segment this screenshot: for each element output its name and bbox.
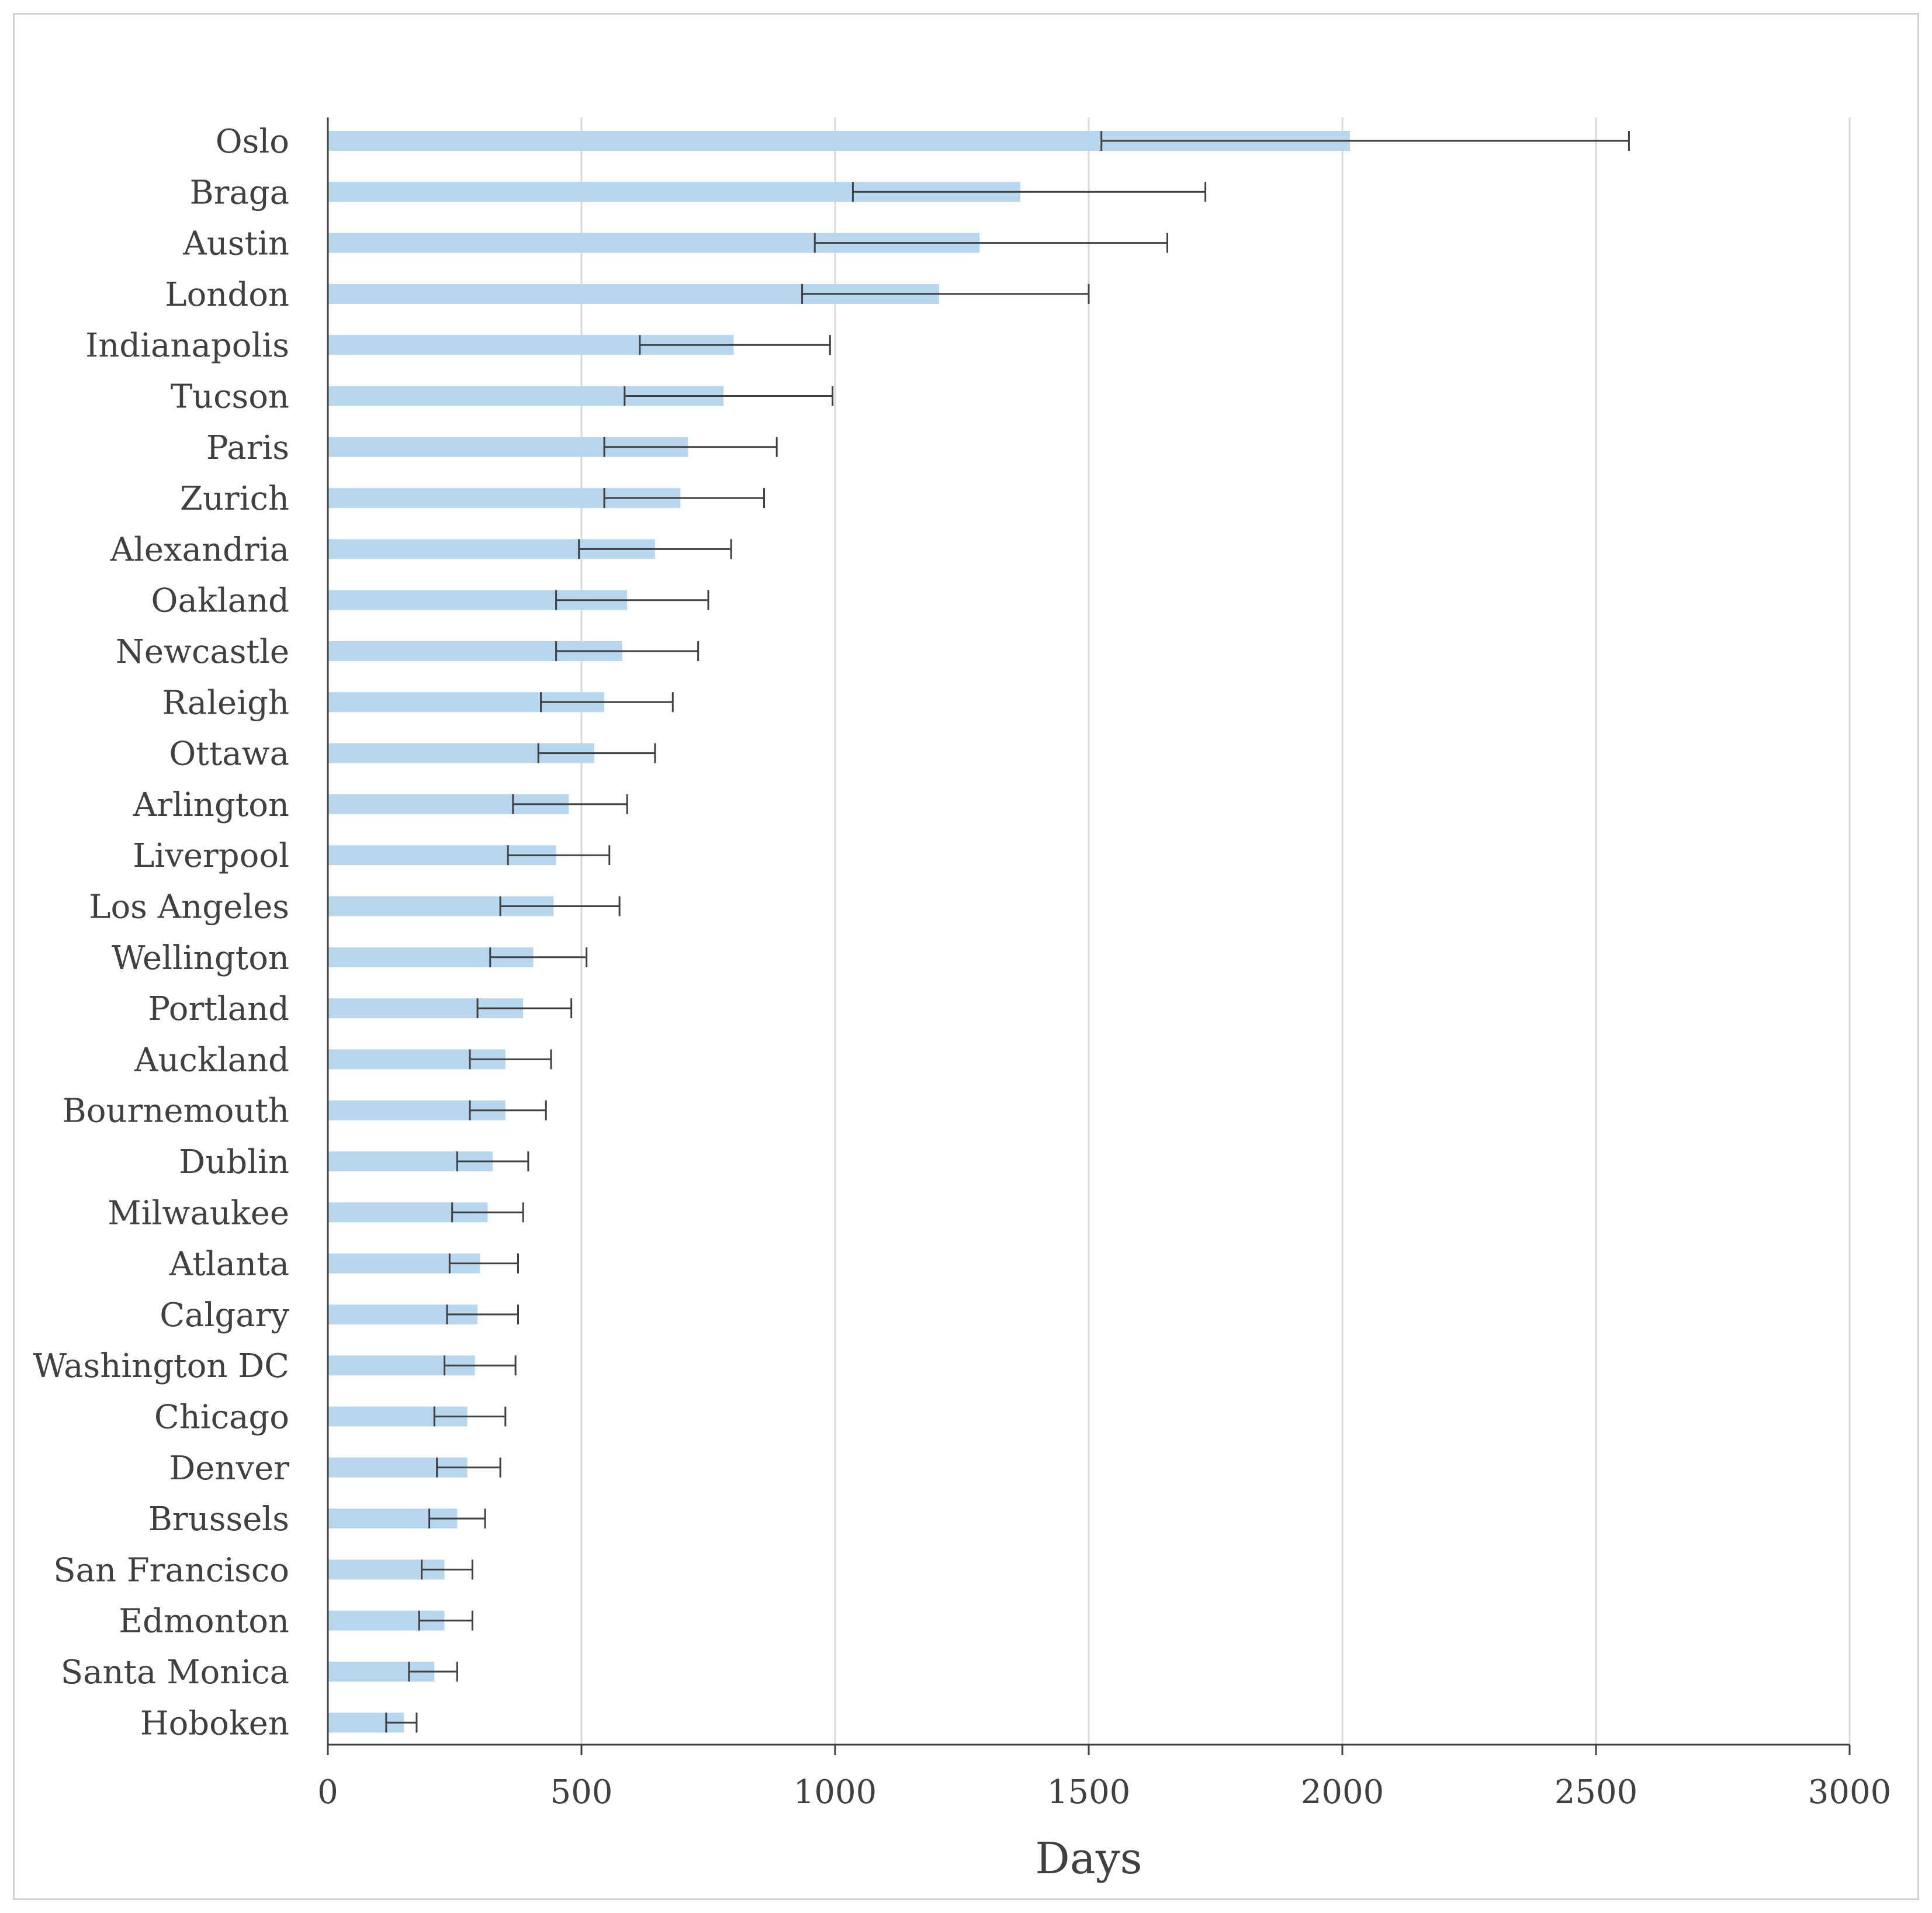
error-bar-san-francisco (421, 1559, 473, 1580)
category-label-oslo: Oslo (216, 123, 289, 161)
error-bar-auckland (469, 1049, 552, 1070)
category-label-wellington: Wellington (112, 939, 289, 977)
error-bar-hoboken (385, 1713, 418, 1733)
error-bar-chicago (433, 1406, 507, 1427)
labels: 0 500 1000 1500 2000 2500 3000 Oslo Braga Austin L… (33, 123, 1891, 1811)
x-axis-title: Days (1035, 1834, 1142, 1884)
bar-chart: 0 500 1000 1500 2000 2500 3000 Oslo Braga Austin L… (33, 117, 1891, 1884)
category-label-braga: Braga (189, 174, 289, 212)
category-label-washington-dc: Washington DC (33, 1347, 289, 1385)
category-label-los-angeles: Los Angeles (89, 888, 289, 926)
error-bar-tucson (624, 386, 834, 406)
category-label-austin: Austin (182, 225, 289, 263)
error-bar-oakland (555, 590, 709, 610)
category-label-portland: Portland (148, 990, 289, 1028)
x-tick-label-1000: 1000 (794, 1773, 877, 1811)
error-bar-brussels (428, 1509, 486, 1529)
category-label-dublin: Dublin (179, 1143, 289, 1181)
error-bar-alexandria (578, 539, 732, 559)
category-label-zurich: Zurich (180, 480, 289, 518)
error-bar-austin (813, 233, 1169, 253)
category-label-hoboken: Hoboken (140, 1704, 289, 1742)
axes (327, 117, 1851, 1755)
x-tick-label-0: 0 (317, 1773, 338, 1811)
category-label-newcastle: Newcastle (116, 633, 289, 671)
error-bar-oslo (1100, 131, 1630, 151)
error-bar-paris (603, 437, 778, 457)
error-bar-wellington (489, 947, 588, 967)
category-label-auckland: Auckland (134, 1041, 289, 1079)
error-bar-liverpool (507, 845, 611, 866)
error-bar-newcastle (555, 641, 700, 661)
error-bars (385, 131, 1630, 1733)
category-label-london: London (165, 276, 289, 314)
category-label-arlington: Arlington (133, 786, 289, 824)
error-bar-denver (436, 1457, 501, 1478)
category-label-raleigh: Raleigh (162, 684, 289, 722)
category-label-san-francisco: San Francisco (53, 1551, 289, 1589)
error-bar-milwaukee (451, 1202, 524, 1223)
category-label-liverpool: Liverpool (133, 837, 289, 875)
error-bar-bournemouth (469, 1100, 547, 1120)
error-bar-braga (851, 182, 1207, 202)
category-label-bournemouth: Bournemouth (63, 1092, 289, 1130)
category-label-santa-monica: Santa Monica (61, 1653, 289, 1691)
x-tick-label-2000: 2000 (1301, 1773, 1384, 1811)
category-label-ottawa: Ottawa (169, 735, 289, 773)
category-label-brussels: Brussels (148, 1500, 289, 1538)
x-tick-label-2500: 2500 (1554, 1773, 1638, 1811)
error-bar-santa-monica (408, 1662, 458, 1682)
error-bar-atlanta (448, 1253, 519, 1274)
category-label-indianapolis: Indianapolis (85, 327, 289, 365)
error-bar-arlington (512, 794, 628, 814)
category-label-denver: Denver (169, 1450, 289, 1487)
error-bar-zurich (603, 488, 765, 508)
category-label-milwaukee: Milwaukee (108, 1194, 289, 1232)
error-bar-calgary (446, 1304, 519, 1324)
category-label-oakland: Oakland (151, 582, 289, 620)
category-label-paris: Paris (206, 429, 289, 467)
error-bar-dublin (456, 1151, 529, 1171)
category-label-calgary: Calgary (160, 1296, 289, 1334)
category-label-atlanta: Atlanta (169, 1246, 289, 1284)
error-bar-london (801, 283, 1090, 304)
error-bar-washington-dc (444, 1355, 517, 1376)
error-bar-raleigh (540, 692, 674, 712)
category-label-edmonton: Edmonton (119, 1603, 289, 1641)
error-bar-ottawa (537, 743, 656, 763)
category-label-tucson: Tucson (171, 378, 289, 416)
error-bar-indianapolis (639, 335, 831, 355)
error-bar-portland (476, 998, 573, 1019)
error-bar-los-angeles (499, 896, 621, 916)
error-bar-edmonton (418, 1610, 473, 1631)
category-label-alexandria: Alexandria (110, 531, 289, 569)
x-tick-label-500: 500 (550, 1773, 613, 1811)
gridlines (580, 117, 1851, 1745)
bars (328, 131, 1351, 1733)
x-tick-label-3000: 3000 (1808, 1773, 1892, 1811)
chart-frame: 0 500 1000 1500 2000 2500 3000 Oslo Braga Austin L… (13, 13, 1919, 1900)
x-tick-label-1500: 1500 (1047, 1773, 1131, 1811)
category-label-chicago: Chicago (154, 1399, 289, 1437)
